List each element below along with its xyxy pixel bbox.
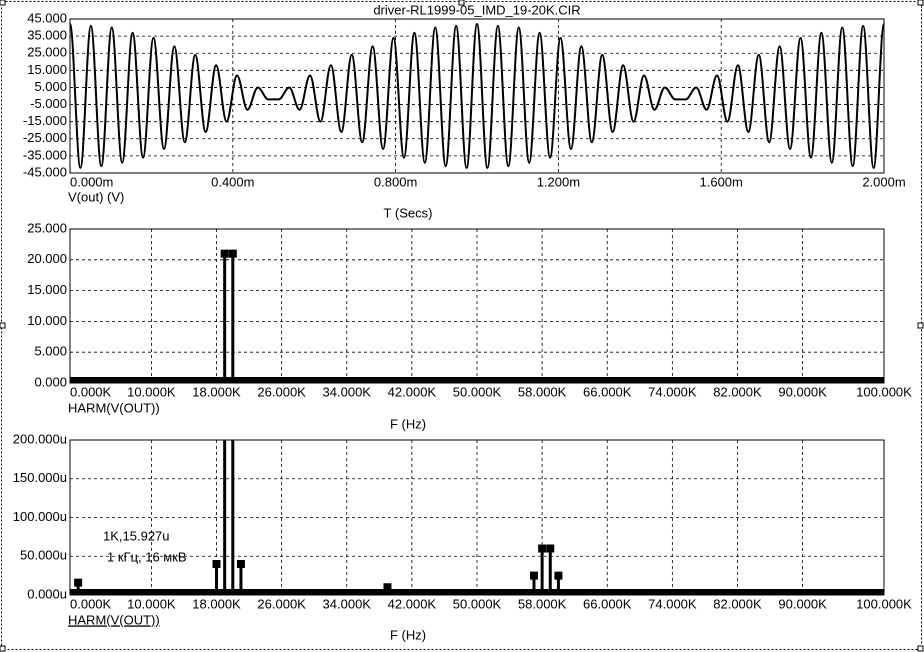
harmonic-bar [236, 560, 245, 595]
y-tick-label: 5.000 [34, 79, 67, 94]
handle [0, 322, 6, 329]
handle [0, 645, 6, 652]
y-tick-label: -35.000 [23, 147, 67, 162]
y-tick-label: 20.000 [27, 251, 67, 266]
x-tick-label: 74.000K [648, 384, 697, 399]
x-tick-label: 34.000K [323, 596, 372, 611]
x-tick-label: 50.000K [453, 384, 502, 399]
y-axis-title: HARM(V(OUT)) [68, 400, 160, 415]
x-tick-label: 0.000K [70, 596, 112, 611]
harmonic-bar [554, 571, 563, 595]
y-tick-label: -45.000 [23, 164, 67, 179]
y-tick-label: 50.000u [20, 548, 67, 563]
annotation: 1K,15.927u [103, 528, 170, 543]
harmonic-bar [228, 249, 237, 383]
handle [917, 322, 924, 329]
x-tick-label: 42.000K [388, 596, 437, 611]
y-tick-label: 5.000 [34, 344, 67, 359]
x-tick-label: 58.000K [518, 384, 567, 399]
x-tick-label: 1.200m [537, 174, 580, 189]
y-tick-label: 100.000u [13, 509, 67, 524]
x-tick-label: 0.000m [70, 174, 113, 189]
y-tick-label: 10.000 [27, 313, 67, 328]
harmonic-bar [383, 583, 392, 595]
plot-marks [70, 440, 884, 595]
x-tick-label: 82.000K [713, 596, 762, 611]
x-tick-label: 1.600m [700, 174, 743, 189]
y-tick-label: 45.000 [27, 10, 67, 25]
y-axis-title: HARM(V(OUT)) [68, 612, 160, 627]
x-tick-label: 0.000K [70, 384, 112, 399]
x-tick-label: 100.000K [856, 384, 912, 399]
x-tick-label: 90.000K [778, 596, 827, 611]
y-tick-label: 35.000 [27, 28, 67, 43]
harmonic-bar [74, 578, 83, 595]
x-axis-title: T (Secs) [384, 205, 433, 220]
y-tick-label: 0.000u [27, 586, 67, 601]
y-tick-label: -25.000 [23, 130, 67, 145]
plot-marks [70, 249, 884, 383]
x-tick-label: 66.000K [583, 384, 632, 399]
x-tick-label: 18.000K [192, 596, 241, 611]
handle [917, 645, 924, 652]
x-tick-label: 58.000K [518, 596, 567, 611]
y-tick-label: -5.000 [30, 96, 67, 111]
y-tick-label: 25.000 [27, 45, 67, 60]
handle [917, 0, 924, 6]
x-tick-label: 66.000K [583, 596, 632, 611]
x-tick-label: 82.000K [713, 384, 762, 399]
x-tick-label: 18.000K [192, 384, 241, 399]
x-tick-label: 0.400m [211, 174, 254, 189]
x-axis-title: F (Hz) [390, 416, 426, 431]
y-tick-label: 200.000u [13, 431, 67, 446]
baseline [70, 589, 884, 595]
y-tick-label: 15.000 [27, 282, 67, 297]
handle [0, 0, 6, 6]
x-tick-label: 100.000K [856, 596, 912, 611]
harmonic-bar [212, 560, 221, 595]
x-tick-label: 90.000K [778, 384, 827, 399]
harmonic-bar [538, 544, 547, 595]
y-tick-label: -15.000 [23, 113, 67, 128]
x-tick-label: 2.000m [862, 174, 905, 189]
harmonic-bar [529, 571, 538, 595]
x-tick-label: 74.000K [648, 596, 697, 611]
harmonic-bar [220, 249, 229, 383]
x-axis-title: F (Hz) [390, 627, 426, 642]
baseline [70, 377, 884, 383]
plot-area [69, 228, 885, 384]
y-tick-label: 25.000 [27, 220, 67, 235]
x-tick-label: 42.000K [388, 384, 437, 399]
handle [458, 0, 465, 6]
y-axis-title: V(out) (V) [68, 189, 124, 204]
y-tick-label: 0.000 [34, 374, 67, 389]
x-tick-label: 10.000K [127, 596, 176, 611]
x-tick-label: 0.800m [374, 174, 417, 189]
chart-title: driver-RL1999-05_IMD_19-20K.CIR [373, 2, 580, 17]
x-tick-label: 26.000K [257, 596, 306, 611]
x-tick-label: 26.000K [257, 384, 306, 399]
plot-marks [70, 23, 884, 169]
annotation: 1 кГц, 16 мкВ [107, 549, 187, 564]
y-tick-label: 150.000u [13, 470, 67, 485]
harmonic-bar [546, 544, 555, 595]
x-tick-label: 34.000K [323, 384, 372, 399]
waveform [70, 23, 884, 169]
y-tick-label: 15.000 [27, 62, 67, 77]
x-tick-label: 50.000K [453, 596, 502, 611]
x-tick-label: 10.000K [127, 384, 176, 399]
plot-area [69, 18, 885, 174]
